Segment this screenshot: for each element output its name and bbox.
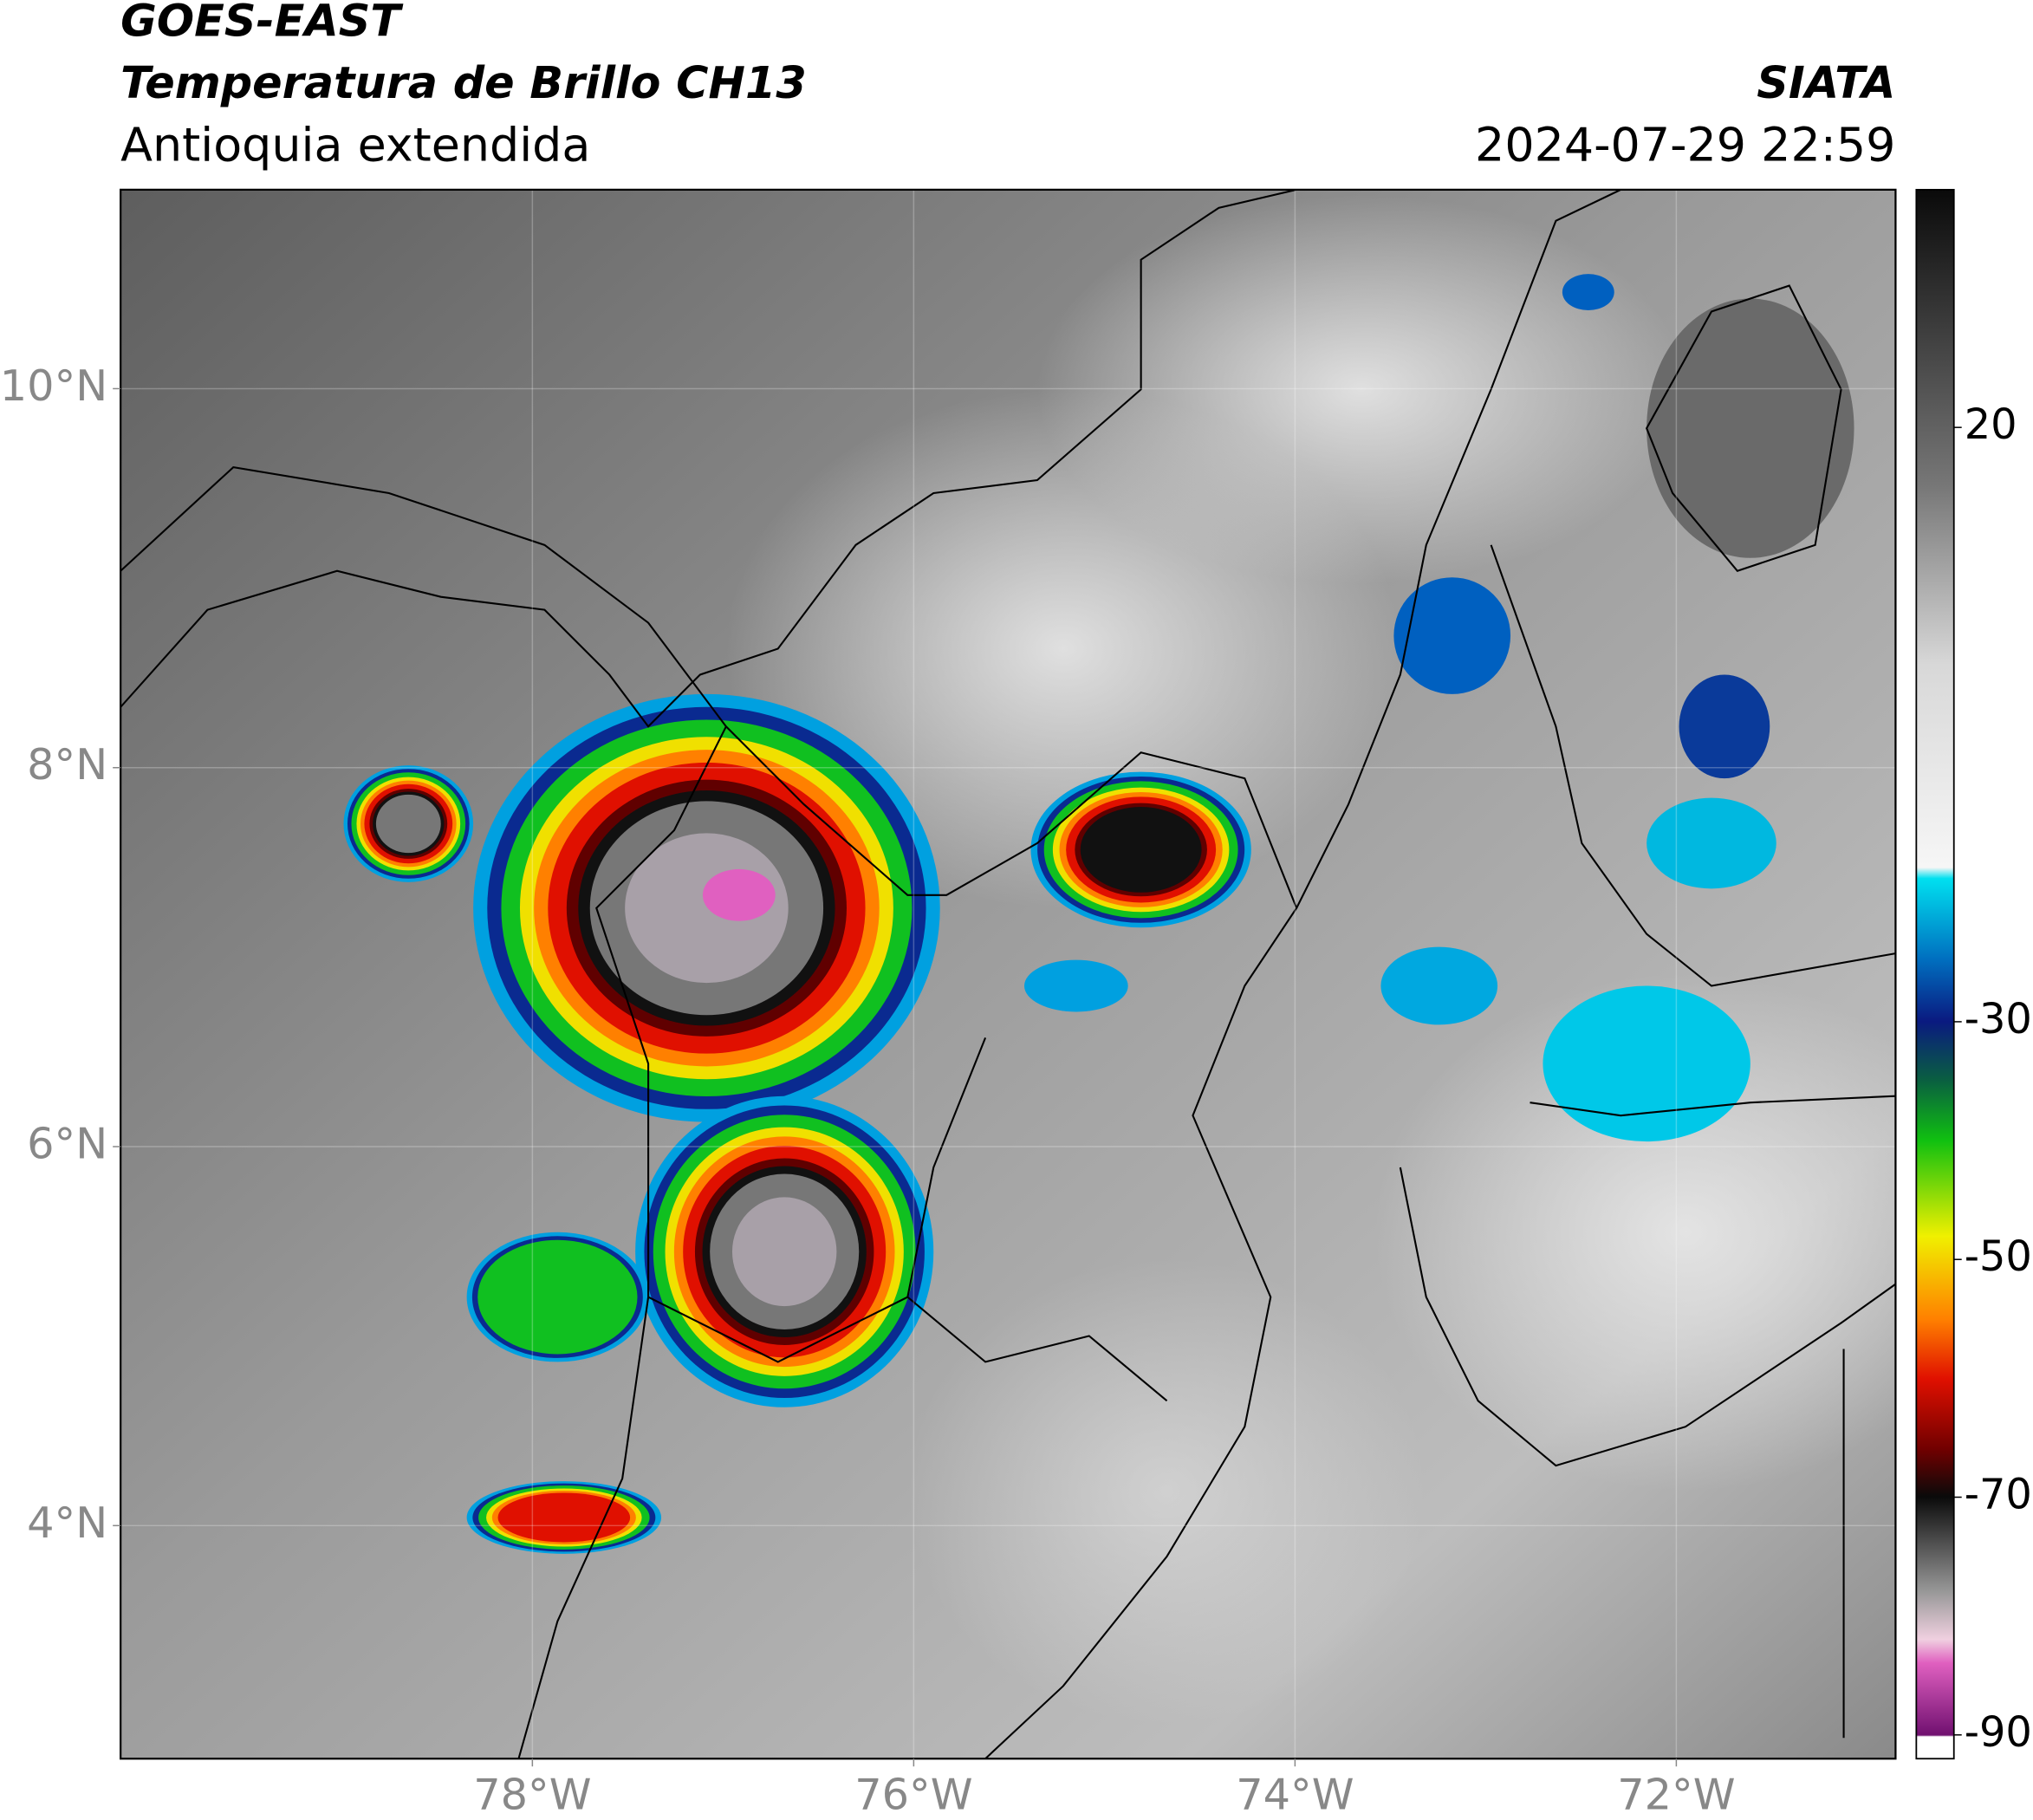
colorbar-tick-label: -30 [1965, 996, 2032, 1043]
cloud-top [497, 1492, 631, 1543]
source: SIATA [1757, 57, 1895, 108]
cloud-top [1393, 577, 1511, 694]
x-tick-label: 72°W [1617, 1770, 1735, 1820]
region: Antioquia extendida [120, 118, 590, 172]
cloud-top [1679, 674, 1770, 779]
colorbar-tick-label: 20 [1965, 401, 2017, 449]
colorbar-tick-label: -50 [1965, 1233, 2032, 1281]
cold-core [702, 868, 776, 921]
y-tick-label: 6°N [27, 1119, 107, 1169]
y-tick-label: 10°N [0, 361, 107, 411]
colorbar-tick-label: -90 [1965, 1709, 2032, 1757]
cloud-top [1647, 797, 1776, 889]
colorbar-tick-label: -70 [1965, 1472, 2032, 1519]
borders [120, 189, 1896, 1759]
subtitle: Temperatura de Brillo CH13 [120, 57, 807, 108]
cloud-top [1562, 274, 1614, 311]
cloud-top [731, 1197, 837, 1307]
cloud-top [477, 1239, 638, 1355]
title: GOES-EAST [120, 0, 404, 46]
x-tick-label: 74°W [1236, 1770, 1354, 1820]
cloud-top [375, 794, 441, 854]
date: 2024-07-29 22:59 [1475, 118, 1895, 172]
y-tick-label: 4°N [27, 1498, 107, 1548]
cloud-top [1080, 807, 1202, 893]
satellite-image [120, 189, 1896, 1759]
x-tick-label: 78°W [473, 1770, 591, 1820]
map-frame [120, 188, 1897, 1760]
cloud-top [1023, 959, 1128, 1012]
cloud-top [1380, 946, 1498, 1025]
x-tick-label: 76°W [854, 1770, 972, 1820]
colorbar [1915, 188, 1955, 1760]
cloud-top [1543, 985, 1750, 1142]
y-tick-label: 8°N [27, 739, 107, 790]
